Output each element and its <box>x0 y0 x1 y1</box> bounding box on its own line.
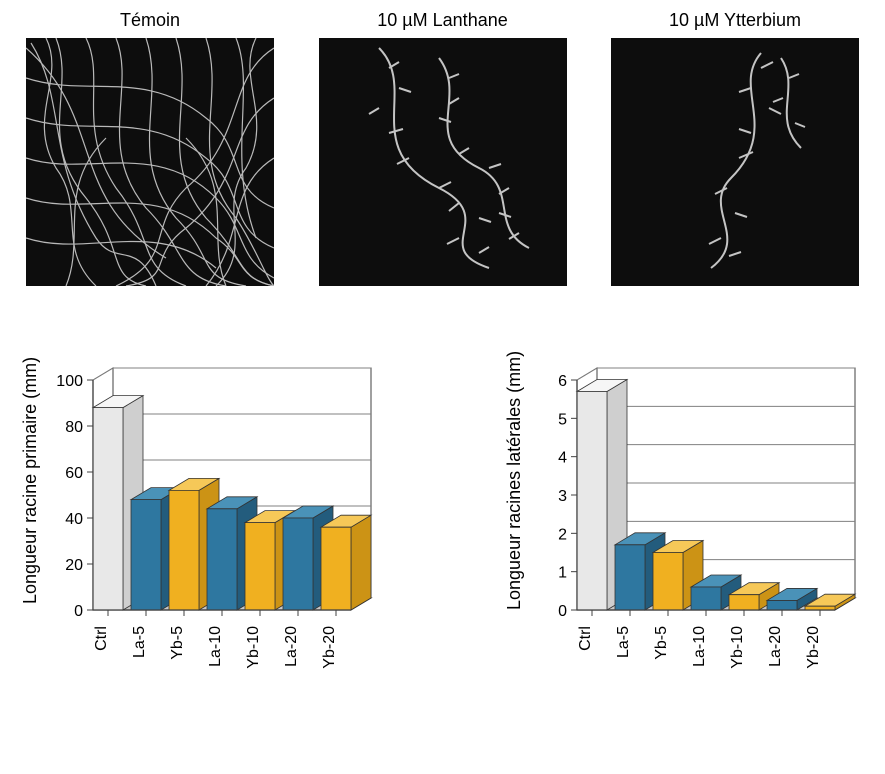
svg-text:2: 2 <box>558 526 567 543</box>
root-svg-dense <box>26 38 274 286</box>
image-panels-row: Témoin <box>20 10 865 310</box>
panel-title-lanthane: 10 µM Lanthane <box>377 10 507 38</box>
panel-lanthane: 10 µM Lanthane <box>313 10 573 310</box>
panel-temoin: Témoin <box>20 10 280 310</box>
root-svg-sparse-1 <box>319 38 567 286</box>
charts-row: Longueur racine primaire (mm) 0204060801… <box>20 350 865 745</box>
chart-primary-root-length: 0 20 40 60 80 100 Ctrl La-5 Yb-5 La-10 Yb-10 La-20 Y… <box>45 350 381 745</box>
svg-text:Ctrl: Ctrl <box>93 626 110 651</box>
svg-text:6: 6 <box>558 373 567 390</box>
chart-lateral-root-length: 0 1 2 3 4 5 6 Ctrl La-5 Yb-5 La-10 Yb-10 La-20 Yb-20 <box>529 350 865 745</box>
panel-ytterbium: 10 µM Ytterbium <box>605 10 865 310</box>
chart-right-ylabel: Longueur racines latérales (mm) <box>504 350 525 610</box>
svg-text:5: 5 <box>558 411 567 428</box>
svg-text:60: 60 <box>65 465 83 482</box>
svg-text:La-5: La-5 <box>131 626 148 658</box>
chart-left-ylabel: Longueur racine primaire (mm) <box>20 350 41 610</box>
svg-text:Ctrl: Ctrl <box>577 626 594 651</box>
figure-page: Témoin <box>0 0 885 774</box>
root-image-lanthane <box>319 38 567 286</box>
svg-text:4: 4 <box>558 450 567 467</box>
bar-chart-svg: 0 1 2 3 4 5 6 Ctrl La-5 Yb-5 La-10 Yb-10 La-20 Yb-20 <box>529 350 865 740</box>
svg-text:40: 40 <box>65 511 83 528</box>
svg-text:Yb-20: Yb-20 <box>805 626 822 669</box>
svg-text:Yb-5: Yb-5 <box>653 626 670 660</box>
root-image-temoin <box>26 38 274 286</box>
panel-title-ytterbium: 10 µM Ytterbium <box>669 10 801 38</box>
svg-text:Yb-5: Yb-5 <box>169 626 186 660</box>
bar-chart-svg: 0 20 40 60 80 100 Ctrl La-5 Yb-5 La-10 Yb-10 La-20 Y… <box>45 350 381 740</box>
svg-text:20: 20 <box>65 557 83 574</box>
root-image-ytterbium <box>611 38 859 286</box>
root-svg-sparse-2 <box>611 38 859 286</box>
svg-text:La-10: La-10 <box>691 626 708 667</box>
chart-left-wrap: Longueur racine primaire (mm) 0 20 40 60 80 1… <box>20 350 381 745</box>
svg-text:Yb-20: Yb-20 <box>321 626 338 669</box>
panel-title-temoin: Témoin <box>120 10 180 38</box>
svg-text:3: 3 <box>558 488 567 505</box>
svg-text:0: 0 <box>74 603 83 620</box>
chart-right-wrap: Longueur racines latérales (mm) 0 1 2 3 4 5 6 C… <box>504 350 865 745</box>
svg-text:La-5: La-5 <box>615 626 632 658</box>
svg-text:Yb-10: Yb-10 <box>729 626 746 669</box>
svg-text:100: 100 <box>56 373 83 390</box>
svg-text:La-10: La-10 <box>207 626 224 667</box>
svg-text:0: 0 <box>558 603 567 620</box>
svg-text:La-20: La-20 <box>283 626 300 667</box>
svg-text:1: 1 <box>558 565 567 582</box>
svg-text:La-20: La-20 <box>767 626 784 667</box>
svg-text:80: 80 <box>65 419 83 436</box>
svg-text:Yb-10: Yb-10 <box>245 626 262 669</box>
